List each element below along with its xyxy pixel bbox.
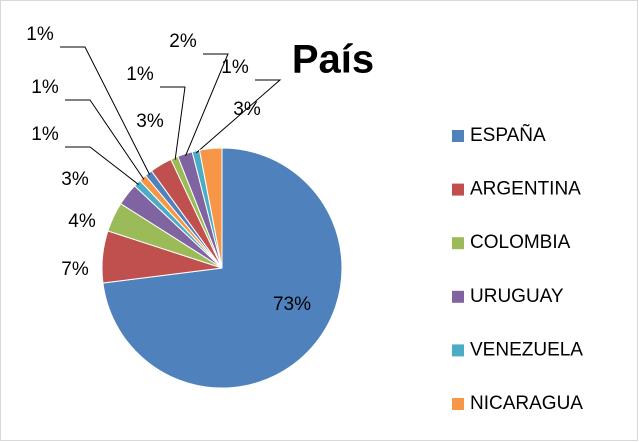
legend-swatch [452, 398, 464, 410]
leader-line [65, 146, 139, 185]
leader-line [65, 99, 145, 180]
data-label: 1% [126, 64, 154, 85]
legend-label: ARGENTINA [470, 179, 581, 200]
leader-line [60, 46, 151, 175]
data-label: 3% [136, 111, 164, 132]
legend-swatch [452, 183, 464, 196]
data-label: 1% [221, 57, 249, 78]
legend-swatch [452, 237, 464, 250]
pie-slice [198, 147, 223, 269]
data-label: 4% [68, 211, 96, 232]
data-label: 73% [273, 294, 311, 315]
legend-label: ESPAÑA [470, 124, 546, 146]
legend-label: NICARAGUA [470, 393, 583, 414]
legend-label: VENEZUELA [470, 339, 583, 360]
data-label: 3% [61, 169, 89, 190]
leader-line [195, 79, 282, 154]
chart-title: País [292, 38, 374, 82]
data-label: 2% [169, 31, 197, 52]
data-label: 1% [26, 24, 54, 45]
legend-swatch [452, 344, 464, 357]
legend-swatch [452, 130, 464, 142]
data-label: 3% [233, 99, 261, 120]
leader-line [160, 86, 186, 160]
legend-label: COLOMBIA [470, 232, 571, 253]
legend-label: URUGUAY [470, 286, 564, 307]
data-label: 7% [61, 259, 89, 280]
data-label: 1% [31, 124, 59, 145]
leader-line [185, 53, 229, 156]
legend-swatch [452, 290, 464, 303]
data-label: 1% [31, 77, 59, 98]
